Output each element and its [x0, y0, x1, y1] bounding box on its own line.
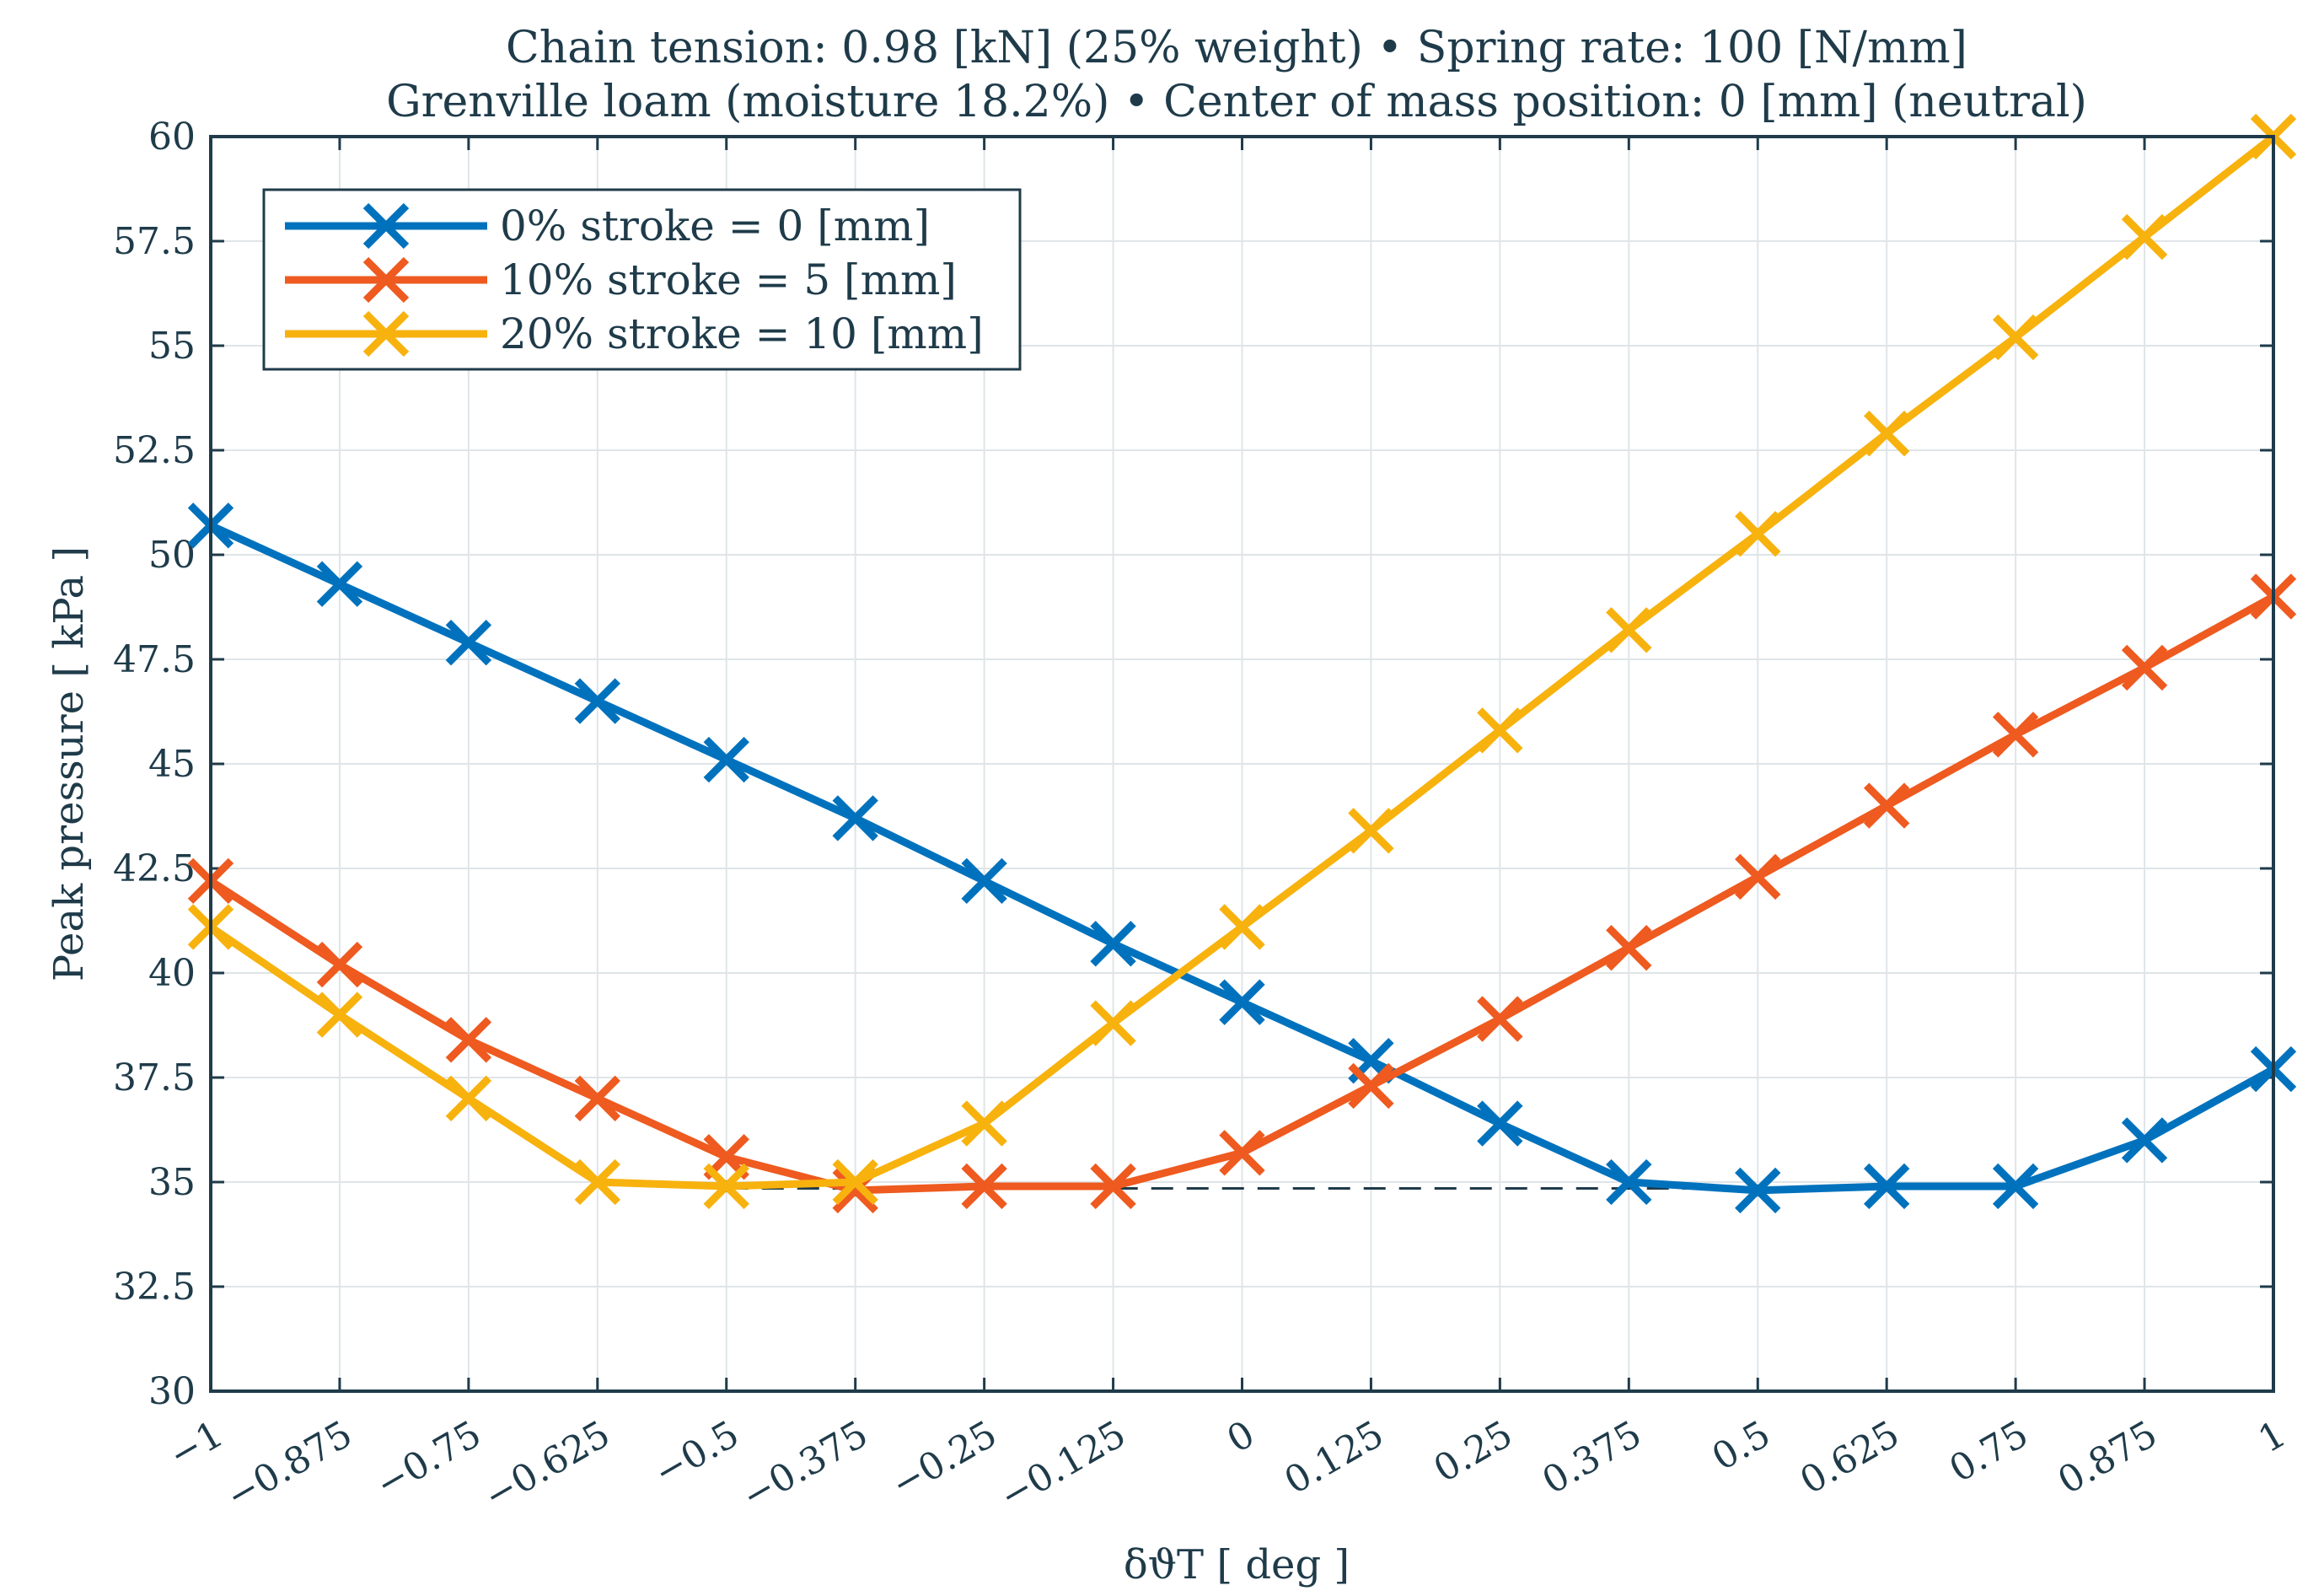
legend-label: 20% stroke = 10 [mm]	[500, 309, 984, 358]
x-tick-label: 0	[1220, 1412, 1262, 1461]
data-point-marker	[1477, 1100, 1523, 1147]
y-tick-label: 40	[148, 952, 196, 995]
data-point-marker	[2121, 644, 2168, 691]
data-point-marker	[1864, 782, 1910, 829]
x-tick-label: 0.625	[1793, 1412, 1907, 1502]
legend-label: 0% stroke = 0 [mm]	[500, 202, 930, 250]
legend-swatch-marker	[362, 310, 410, 357]
data-point-marker	[1735, 853, 1781, 900]
data-point-marker	[1090, 1163, 1136, 1210]
x-tick-label: −1	[162, 1412, 231, 1477]
y-axis-label: Peak pressure [ kPa ]	[46, 546, 93, 981]
x-tick-label: −0.25	[884, 1412, 1004, 1507]
data-point-marker	[1090, 921, 1136, 967]
data-point-marker	[445, 1017, 492, 1063]
data-point-marker	[1219, 979, 1265, 1025]
x-tick-label: 1	[2252, 1412, 2294, 1461]
data-point-marker	[316, 992, 363, 1038]
legend-item: 20% stroke = 10 [mm]	[285, 309, 984, 358]
y-tick-label: 55	[148, 325, 196, 368]
y-tick-label: 50	[148, 534, 196, 577]
data-point-marker	[1348, 808, 1394, 854]
data-point-marker	[574, 678, 620, 724]
data-point-marker	[1735, 1167, 1781, 1214]
data-point-marker	[1606, 607, 1652, 653]
title-line-1: Chain tension: 0.98 [kN] (25% weight) • …	[506, 23, 1967, 73]
data-point-marker	[445, 1075, 492, 1121]
legend-item: 10% stroke = 5 [mm]	[285, 255, 957, 304]
y-tick-label: 30	[148, 1370, 196, 1413]
y-tick-label: 52.5	[113, 429, 196, 472]
x-tick-label: 0.875	[2051, 1412, 2165, 1502]
x-tick-label: 0.75	[1942, 1412, 2035, 1491]
legend-swatch-marker	[362, 202, 410, 250]
data-point-marker	[2121, 213, 2168, 261]
x-tick-label: 0.125	[1277, 1412, 1391, 1502]
legend-swatch-marker	[362, 256, 410, 304]
data-point-marker	[1219, 1130, 1265, 1176]
data-point-marker	[832, 1158, 878, 1206]
x-tick-label: −0.125	[993, 1412, 1134, 1518]
x-tick-label: −0.75	[368, 1412, 488, 1507]
y-tick-label: 47.5	[113, 638, 196, 681]
x-tick-label: 0.375	[1535, 1412, 1649, 1502]
x-axis-label: δϑT [ deg ]	[1124, 1541, 1350, 1588]
x-tick-label: −0.375	[735, 1412, 876, 1518]
legend-label: 10% stroke = 5 [mm]	[500, 255, 957, 304]
data-point-marker	[1992, 712, 2039, 758]
data-point-marker	[703, 736, 749, 783]
data-point-marker	[1606, 925, 1652, 971]
series-2	[187, 113, 2297, 1210]
y-tick-label: 42.5	[113, 847, 196, 890]
y-tick-label: 60	[148, 116, 196, 159]
x-tick-label: −0.625	[477, 1412, 618, 1518]
plot-area-frame	[209, 135, 2275, 1393]
data-point-marker	[1477, 707, 1523, 754]
data-point-marker	[961, 1100, 1007, 1147]
data-point-marker	[703, 1163, 749, 1210]
legend: 0% stroke = 0 [mm] 10% stroke = 5 [mm] 20%…	[262, 188, 1022, 371]
data-point-marker	[1219, 904, 1265, 950]
data-point-marker	[961, 857, 1007, 905]
y-tick-label: 45	[148, 743, 196, 786]
data-point-marker	[1477, 996, 1523, 1042]
data-point-marker	[1864, 410, 1910, 457]
data-point-marker	[316, 941, 363, 988]
data-point-marker	[1090, 1000, 1136, 1046]
chart-title: Chain tension: 0.98 [kN] (25% weight) • …	[386, 23, 2087, 127]
data-point-marker	[316, 561, 363, 607]
x-tick-label: 0.25	[1427, 1412, 1520, 1491]
data-point-marker	[1606, 1158, 1652, 1206]
y-tick-label: 37.5	[113, 1056, 196, 1099]
data-point-marker	[574, 1075, 620, 1121]
legend-item: 0% stroke = 0 [mm]	[285, 202, 930, 250]
data-point-marker	[2121, 1117, 2168, 1164]
data-point-marker	[1735, 511, 1781, 557]
data-point-marker	[1348, 1062, 1394, 1110]
x-tick-label: 0.5	[1705, 1412, 1778, 1479]
title-line-2: Grenville loam (moisture 18.2%) • Center…	[386, 77, 2087, 127]
data-point-marker	[445, 619, 492, 666]
data-point-marker	[574, 1158, 620, 1206]
data-point-marker	[1992, 1163, 2039, 1210]
y-tick-label: 32.5	[113, 1266, 196, 1309]
data-point-marker	[1992, 314, 2039, 361]
y-tick-label: 57.5	[113, 220, 196, 263]
series-1	[187, 573, 2297, 1214]
data-point-marker	[832, 795, 878, 841]
series-0	[187, 503, 2297, 1214]
y-tick-label: 35	[148, 1161, 196, 1204]
x-tick-label: −0.875	[219, 1412, 360, 1518]
series-layer	[187, 113, 2297, 1214]
data-point-marker	[1864, 1163, 1910, 1210]
data-point-marker	[961, 1163, 1007, 1210]
x-tick-label: −0.5	[647, 1412, 746, 1495]
